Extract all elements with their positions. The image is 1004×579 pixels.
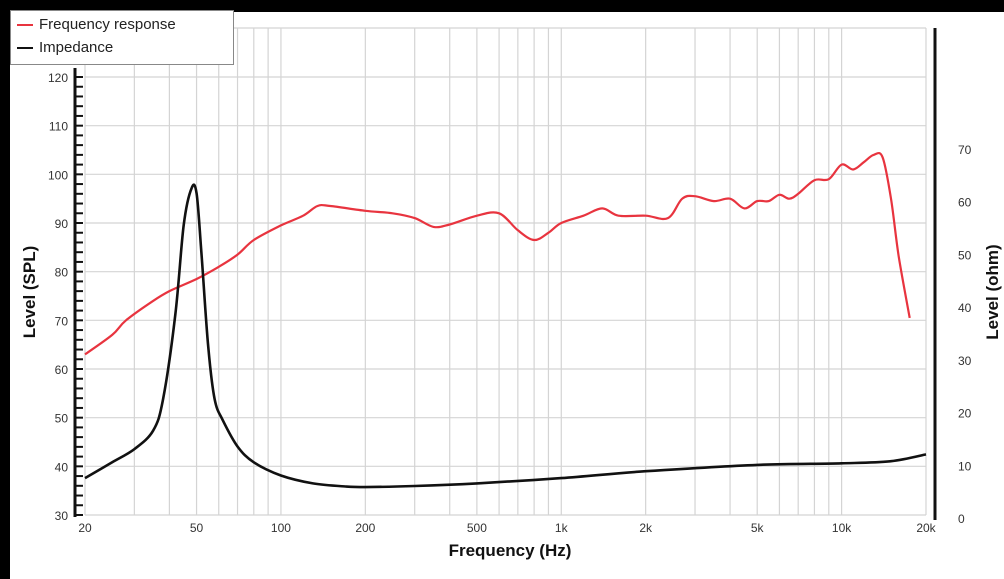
chart-series <box>84 151 927 489</box>
frequency-response-curve <box>84 151 911 356</box>
y-right-tick-label: 0 <box>958 512 965 526</box>
y-axis-right-label: Level (ohm) <box>983 244 1002 340</box>
black-line-swatch-icon <box>17 46 33 49</box>
y-right-tick-label: 50 <box>958 248 972 262</box>
y-left-tick-label: 40 <box>55 460 69 474</box>
x-tick-label: 20k <box>916 521 936 535</box>
x-tick-label: 5k <box>751 521 765 535</box>
y-left-tick-label: 70 <box>55 314 69 328</box>
y-left-tick-label: 30 <box>55 509 69 523</box>
y-axis-left-label: Level (SPL) <box>20 245 39 339</box>
chart-grid <box>84 27 927 516</box>
x-tick-label: 500 <box>467 521 487 535</box>
x-tick-label: 100 <box>271 521 291 535</box>
y-right-tick-label: 30 <box>958 354 972 368</box>
x-tick-label: 200 <box>355 521 375 535</box>
y-right-tick-label: 70 <box>958 143 972 157</box>
left-border-bar <box>0 0 10 579</box>
x-tick-label: 20 <box>78 521 92 535</box>
y-left-tick-label: 120 <box>48 71 68 85</box>
y-left-tick-label: 60 <box>55 363 69 377</box>
y-left-tick-label: 80 <box>55 266 69 280</box>
chart-legend: Frequency response Impedance <box>10 10 234 65</box>
x-tick-label: 10k <box>832 521 852 535</box>
y-left-tick-label: 100 <box>48 168 68 182</box>
red-line-swatch-icon <box>17 23 33 26</box>
y-left-tick-label: 90 <box>55 217 69 231</box>
y-left-tick-label: 50 <box>55 412 69 426</box>
legend-label: Impedance <box>39 39 114 56</box>
y-left-tick-label: 110 <box>49 120 68 134</box>
x-tick-label: 50 <box>190 521 204 535</box>
impedance-curve <box>84 183 927 489</box>
x-axis-label: Frequency (Hz) <box>448 541 572 560</box>
y-right-tick-label: 40 <box>958 301 972 315</box>
y-right-tick-label: 60 <box>958 196 972 210</box>
legend-item-impedance: Impedance <box>17 39 113 56</box>
chart-axes: 30 40 50 60 70 80 90 100 110 120 0 10 20 30 40 50 60 70 20… <box>48 28 972 535</box>
top-border-bar <box>0 0 1004 12</box>
legend-label: Frequency response <box>39 16 176 33</box>
x-tick-label: 1k <box>555 521 569 535</box>
x-tick-label: 2k <box>639 521 653 535</box>
legend-item-frequency-response: Frequency response <box>17 16 176 33</box>
y-right-tick-label: 20 <box>958 407 972 421</box>
y-right-tick-label: 10 <box>958 459 972 473</box>
